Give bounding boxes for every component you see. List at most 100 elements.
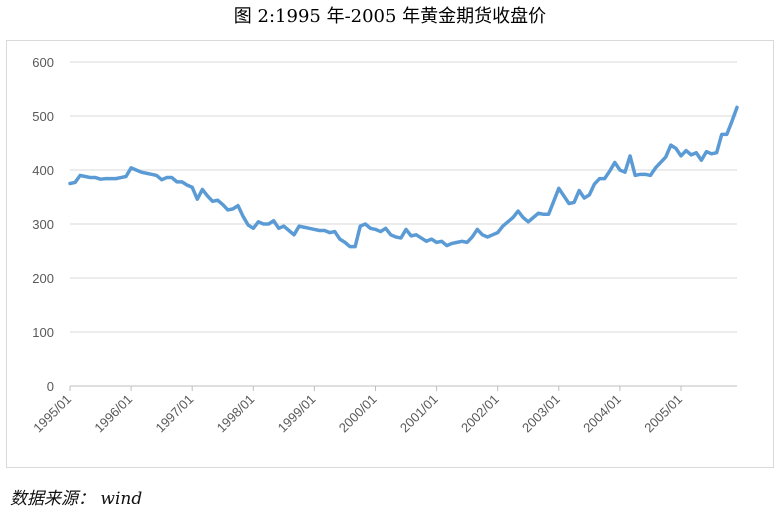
data-point	[614, 161, 616, 164]
data-point	[74, 181, 76, 184]
data-point	[104, 177, 107, 180]
y-tick-label-0: 0	[47, 379, 54, 394]
data-point	[507, 221, 509, 223]
x-tick-label-2005/01: 2005/01	[641, 392, 685, 436]
data-point	[715, 151, 718, 154]
data-point	[425, 240, 428, 243]
data-point	[619, 169, 621, 171]
y-tick-label-100: 100	[32, 325, 54, 340]
y-tick-label-500: 500	[32, 109, 54, 124]
data-point	[196, 198, 199, 200]
data-point	[267, 223, 270, 225]
series-line	[68, 105, 739, 249]
data-point	[333, 230, 336, 233]
data-point	[211, 200, 214, 203]
data-point	[303, 226, 306, 229]
data-point	[731, 120, 733, 123]
data-point	[339, 238, 341, 240]
data-point	[685, 149, 687, 152]
x-tick-label-2001/01: 2001/01	[397, 392, 441, 436]
data-point	[374, 228, 377, 231]
data-point	[201, 188, 204, 191]
data-point	[318, 229, 321, 232]
data-point	[552, 200, 555, 203]
data-point	[537, 212, 540, 214]
y-axis-ticks: 0 100 200 300 400 500 600	[32, 55, 54, 394]
data-point	[644, 173, 647, 176]
data-point	[578, 189, 580, 192]
data-point	[639, 173, 642, 176]
data-point	[532, 216, 535, 219]
data-point	[680, 155, 682, 157]
data-source-note: 数据来源： wind	[10, 484, 142, 509]
data-point	[349, 245, 351, 248]
data-point	[369, 227, 372, 230]
data-point	[705, 150, 708, 153]
data-point	[557, 187, 560, 190]
data-point	[94, 176, 97, 179]
x-tick-label-1995/01: 1995/01	[30, 392, 74, 436]
x-tick-label-1997/01: 1997/01	[152, 392, 196, 436]
data-point	[176, 181, 178, 183]
data-point	[410, 235, 412, 237]
data-point	[237, 204, 239, 207]
data-point	[456, 241, 458, 244]
x-tick-label-1999/01: 1999/01	[275, 392, 319, 436]
data-point	[308, 227, 311, 230]
data-point	[675, 147, 677, 150]
data-point	[277, 227, 280, 230]
data-point	[670, 144, 672, 146]
data-point	[160, 178, 163, 181]
data-point	[700, 159, 703, 162]
data-point	[649, 174, 652, 177]
data-point	[608, 170, 611, 172]
data-point	[84, 175, 87, 178]
y-tick-label-200: 200	[32, 271, 54, 286]
gridlines	[70, 61, 737, 333]
chart-frame	[6, 40, 774, 468]
data-point	[720, 133, 723, 136]
data-point	[288, 229, 290, 232]
data-point	[140, 171, 143, 173]
data-point	[171, 176, 173, 179]
data-point	[527, 221, 530, 223]
data-point	[262, 223, 265, 225]
x-tick-label-2003/01: 2003/01	[519, 392, 563, 436]
data-point	[135, 169, 137, 171]
data-point	[471, 236, 474, 238]
data-point	[165, 176, 168, 179]
data-point	[593, 183, 596, 185]
data-point	[155, 174, 158, 177]
x-tick-label-2004/01: 2004/01	[580, 392, 624, 436]
source-value: wind	[100, 489, 143, 509]
data-point	[186, 184, 188, 186]
chart-title: 图 2:1995 年-2005 年黄金期货收盘价	[233, 6, 547, 27]
line-chart: 0 100 200 300 400 500 600 1995/01 1996/01 1997/0…	[30, 55, 739, 436]
data-point	[573, 201, 575, 204]
data-point	[542, 213, 545, 216]
data-point	[501, 225, 504, 227]
y-tick-label-400: 400	[32, 163, 54, 178]
data-point	[517, 210, 519, 212]
data-point	[181, 181, 183, 183]
data-point	[115, 177, 117, 180]
data-point	[323, 229, 326, 232]
x-tick-label-1998/01: 1998/01	[214, 392, 258, 436]
data-point	[379, 230, 382, 233]
data-point	[328, 231, 331, 234]
data-point	[664, 156, 667, 158]
data-point	[563, 195, 565, 197]
data-point	[440, 240, 443, 243]
x-tick-label-1996/01: 1996/01	[91, 392, 135, 436]
data-point	[130, 167, 132, 169]
data-point	[298, 225, 300, 227]
data-point	[654, 167, 657, 169]
data-point	[79, 174, 81, 177]
y-tick-label-600: 600	[32, 55, 54, 70]
data-point	[430, 238, 433, 240]
data-point	[420, 237, 423, 239]
data-point	[476, 228, 479, 231]
data-point	[272, 219, 275, 222]
data-point	[293, 234, 295, 236]
data-point	[384, 227, 387, 230]
